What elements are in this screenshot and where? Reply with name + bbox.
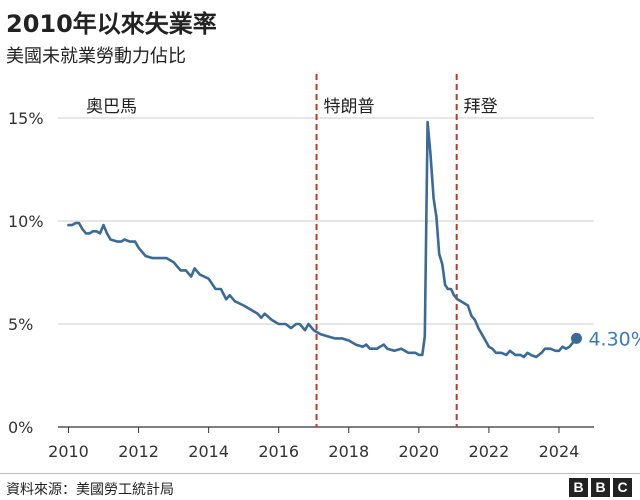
latest-value-point — [570, 332, 582, 344]
chart-title: 2010年以來失業率 — [6, 10, 217, 38]
x-tick-label: 2014 — [188, 442, 229, 461]
x-tick-label: 2012 — [118, 442, 159, 461]
era-label: 拜登 — [464, 97, 498, 117]
x-tick-label: 2020 — [398, 442, 439, 461]
bbc-logo-block-1: B — [569, 478, 588, 497]
era-label: 奧巴馬 — [86, 97, 137, 117]
y-tick-label: 0% — [8, 418, 33, 437]
era-label: 特朗普 — [324, 97, 375, 117]
x-tick-label: 2010 — [48, 442, 89, 461]
y-tick-label: 5% — [8, 315, 33, 334]
chart-subtitle: 美國未就業勞動力佔比 — [6, 46, 186, 67]
x-tick-label: 2016 — [258, 442, 299, 461]
bbc-logo-block-3: C — [613, 478, 632, 497]
y-tick-label: 15% — [8, 109, 44, 128]
y-tick-label: 10% — [8, 212, 44, 231]
bbc-logo: B B C — [569, 478, 632, 497]
x-tick-label: 2018 — [328, 442, 369, 461]
source-note: 資料來源：美國勞工統計局 — [6, 482, 174, 498]
footer-divider — [0, 473, 640, 474]
x-tick-label: 2022 — [469, 442, 510, 461]
latest-value-label: 4.30% — [588, 328, 640, 350]
x-tick-label: 2024 — [539, 442, 580, 461]
bbc-logo-block-2: B — [591, 478, 610, 497]
unemployment-series-line — [67, 120, 578, 359]
unemployment-line-chart: 0% 5% 10% 15% 2010 2012 2014 2016 2018 2020 2022 20… — [8, 74, 640, 461]
